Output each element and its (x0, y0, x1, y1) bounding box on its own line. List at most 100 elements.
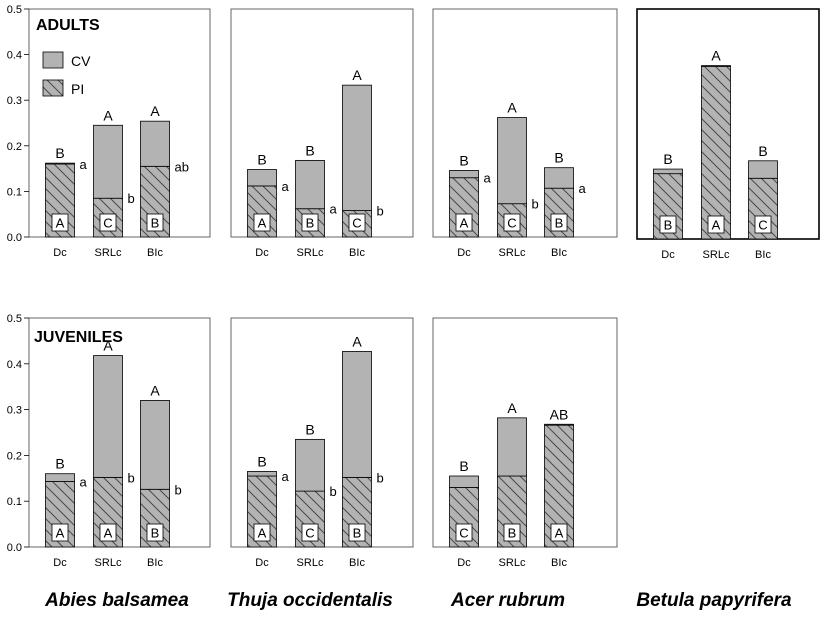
box-letter-frame (146, 213, 164, 232)
box-letter: A (258, 216, 267, 231)
y-tick-label: 0.2 (7, 450, 22, 462)
box-letter-frame (253, 213, 271, 232)
box-letter: A (555, 526, 564, 541)
panel-4: B B Dc A A SRLc B C BIc (636, 8, 820, 261)
box-letter: A (258, 526, 267, 541)
bar-cv (748, 160, 778, 179)
bar-cv (449, 475, 479, 488)
box-letter-frame (659, 215, 677, 234)
x-tick-label: BIc (755, 249, 771, 261)
total-letter: A (103, 107, 113, 123)
legend-label-pi: PI (71, 81, 84, 97)
box-letter: A (56, 526, 65, 541)
legend: CV PI (42, 51, 91, 97)
species-label-betula: Betula papyrifera (636, 590, 792, 611)
pi-letter: a (282, 179, 290, 194)
total-letter: B (758, 143, 767, 159)
box-letter: B (353, 526, 362, 541)
y-tick-label: 0.1 (7, 186, 22, 198)
bar-pi (295, 490, 325, 548)
x-tick-label: SRLc (499, 557, 526, 569)
x-tick-label: SRLc (499, 247, 526, 259)
total-letter: A (103, 338, 113, 354)
pi-letter: b (330, 484, 337, 499)
pi-letter: b (128, 470, 135, 485)
box-letter: B (664, 218, 673, 233)
box-letter: B (151, 216, 160, 231)
species-label-abies: Abies balsamea (45, 590, 189, 611)
total-letter: A (352, 67, 362, 83)
box-letter: A (460, 216, 469, 231)
legend-swatch-pi (42, 79, 64, 97)
y-tick-label: 0.1 (7, 496, 22, 508)
row-title-juveniles: JUVENILES (34, 329, 123, 346)
species-label-acer: Acer rubrum (450, 590, 566, 611)
bar-cv (497, 117, 527, 205)
box-letter-frame (707, 215, 725, 234)
box-letter-frame (51, 213, 69, 232)
x-tick-label: BIc (551, 247, 567, 259)
panels-layer: BaADcAbCSRLcAabBBIc0.00.10.20.30.40.5BaA… (7, 4, 820, 569)
x-tick-label: SRLc (297, 557, 324, 569)
box-letter: A (712, 218, 721, 233)
box-letter-frame (253, 523, 271, 542)
pi-letter: b (377, 204, 384, 219)
total-letter: AB (550, 406, 569, 422)
y-tick-label: 0.4 (7, 359, 22, 371)
x-tick-label: Dc (661, 249, 675, 261)
x-tick-label: SRLc (297, 247, 324, 259)
y-tick-label: 0.3 (7, 95, 22, 107)
bar-cv (45, 473, 75, 482)
x-tick-label: BIc (551, 557, 567, 569)
box-letter-frame (455, 213, 473, 232)
box-letter-frame (99, 213, 117, 232)
box-letter: B (508, 526, 517, 541)
bar-cv (653, 168, 683, 175)
box-letter-frame (348, 213, 366, 232)
species-label-thuja: Thuja occidentalis (227, 590, 393, 611)
bar-cv (140, 120, 170, 167)
total-letter: B (305, 142, 314, 158)
x-tick-label: Dc (53, 557, 67, 569)
panel-3: Ba A Dc Ab C SRLc Ba B BIc (432, 8, 618, 259)
bar-cv (93, 124, 123, 199)
bar-cv (295, 438, 325, 492)
pi-letter: a (330, 202, 338, 217)
total-letter: B (459, 458, 468, 474)
box-letter-frame (455, 523, 473, 542)
x-tick-label: Dc (255, 247, 269, 259)
total-letter: A (352, 333, 362, 349)
total-letter: A (507, 100, 517, 116)
x-tick-label: Dc (457, 557, 471, 569)
box-letter: B (306, 216, 315, 231)
y-tick-label: 0.0 (7, 232, 22, 244)
box-letter-frame (503, 523, 521, 542)
total-letter: B (257, 453, 266, 469)
box-letter: C (459, 526, 468, 541)
legend-label-cv: CV (71, 53, 91, 69)
bar-cv (544, 423, 574, 426)
total-letter: B (554, 150, 563, 166)
box-letter: C (305, 526, 314, 541)
x-tick-label: BIc (147, 557, 163, 569)
x-tick-label: BIc (349, 557, 365, 569)
bar-cv (342, 351, 372, 478)
total-letter: B (55, 145, 64, 161)
pi-letter: b (128, 191, 135, 206)
box-letter: A (56, 216, 65, 231)
bar-cv (342, 84, 372, 211)
total-letter: B (305, 421, 314, 437)
pi-letter: a (80, 157, 88, 172)
box-letter-frame (146, 523, 164, 542)
box-letter: C (507, 216, 516, 231)
legend-swatch-cv (42, 51, 64, 69)
total-letter: A (711, 48, 721, 64)
box-letter-frame (301, 213, 319, 232)
total-letter: B (459, 152, 468, 168)
total-letter: B (257, 152, 266, 168)
box-letter: C (758, 218, 767, 233)
panel-5: Ba A Dc Ab A SRLc Ab B BIc 0.0 0.1 0.2 0.3 0.4 0.5 (7, 313, 211, 569)
bar-cv (93, 355, 123, 478)
